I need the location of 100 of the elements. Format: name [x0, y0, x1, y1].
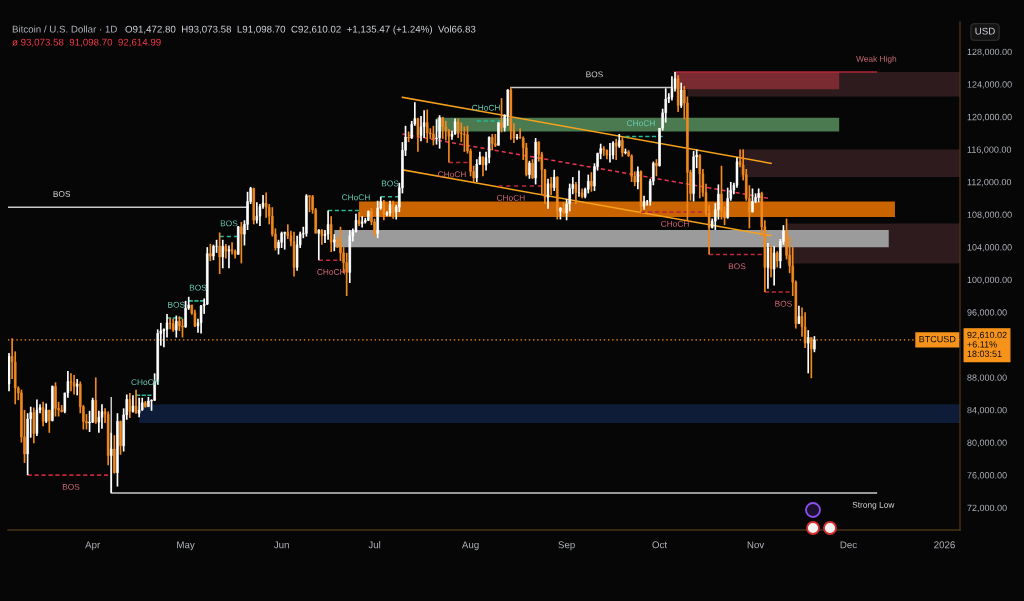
candlestick: [376, 199, 379, 240]
candlestick: [360, 215, 364, 229]
candlestick: [810, 336, 813, 380]
annotation: ø 93,073.58 91,098.70 92,614.99: [12, 38, 161, 47]
annotation: Strong Low: [852, 501, 895, 510]
candlestick: [425, 108, 429, 144]
candlestick: [218, 231, 221, 275]
candlestick: [624, 147, 627, 156]
candlestick: [283, 230, 286, 251]
candlestick: [60, 404, 63, 414]
candlestick: [168, 317, 172, 331]
candlestick: [500, 97, 503, 134]
y-tick-label: 120,000.00: [967, 113, 1012, 122]
candlestick: [116, 412, 119, 488]
candlestick: [438, 114, 441, 150]
candlestick: [119, 419, 122, 456]
candlestick: [621, 136, 624, 158]
candlestick: [590, 171, 593, 193]
candlestick: [305, 193, 308, 238]
candlestick: [679, 81, 683, 109]
candlestick: [308, 194, 311, 213]
candlestick: [237, 225, 240, 256]
candlestick: [698, 153, 702, 200]
candlestick: [772, 245, 776, 287]
candlestick: [497, 121, 500, 147]
candlestick: [329, 215, 333, 253]
candlestick: [562, 201, 565, 215]
candlestick: [494, 133, 497, 148]
candlestick: [435, 118, 438, 146]
candlestick: [110, 431, 113, 494]
candlestick: [44, 402, 48, 424]
annotation: BOS: [775, 300, 792, 307]
annotation: BOS: [728, 263, 746, 270]
candlestick: [655, 158, 658, 178]
y-tick-label: 72,000.00: [967, 504, 1007, 513]
candlestick: [51, 384, 54, 423]
candlestick: [113, 434, 116, 475]
candlestick: [54, 381, 57, 418]
x-tick-label: Jun: [273, 541, 289, 549]
x-tick-label: Sep: [558, 541, 575, 551]
annotation: CHoCH: [661, 220, 689, 227]
x-tick-label: Aug: [461, 541, 479, 551]
y-tick-label: 116,000.00: [967, 146, 1012, 154]
x-tick-label: Oct: [652, 541, 668, 549]
text: 18:03:51: [967, 350, 1002, 357]
x-tick-label: Dec: [840, 541, 857, 549]
candlestick: [69, 372, 73, 393]
annotation: BOS: [53, 191, 71, 197]
y-tick-label: 76,000.00: [967, 472, 1007, 480]
annotation: BOS: [220, 220, 238, 227]
candlestick: [587, 173, 590, 195]
candlestick: [407, 130, 410, 143]
x-tick-label: Jul: [368, 541, 381, 549]
y-tick-label: 104,000.00: [967, 244, 1012, 252]
candlestick: [367, 209, 370, 222]
candlestick: [726, 186, 729, 220]
candlestick: [630, 153, 633, 183]
candlestick: [618, 133, 621, 149]
candlestick: [333, 233, 336, 253]
text: +6.11%: [967, 341, 997, 348]
candlestick: [559, 206, 562, 221]
candlestick: [751, 187, 754, 213]
y-tick-label: 108,000.00: [967, 211, 1012, 219]
annotation: CHoCH: [627, 120, 655, 127]
candlestick: [212, 243, 215, 261]
annotation: BOS: [586, 71, 603, 78]
y-tick-label: 124,000.00: [967, 81, 1012, 89]
y-tick-label: 96,000.00: [967, 309, 1007, 317]
candlestick: [574, 181, 578, 205]
candlestick: [32, 406, 36, 445]
candlestick: [295, 234, 299, 272]
candlestick: [776, 250, 779, 269]
candlestick: [692, 150, 695, 203]
candlestick: [100, 403, 104, 430]
annotation: CHoCH: [496, 194, 525, 201]
candlestick: [531, 158, 534, 180]
candlestick: [803, 311, 807, 349]
ref-line-label: BTCUSD: [919, 335, 956, 343]
candlestick: [144, 400, 147, 409]
candlestick: [137, 396, 141, 419]
candlestick: [326, 209, 330, 241]
chart-title: Bitcoin / U.S. Dollar · 1D: [12, 25, 117, 33]
candlestick: [48, 409, 51, 434]
y-tick-label: 80,000.00: [967, 439, 1007, 447]
candlestick: [209, 243, 212, 262]
candlestick: [757, 187, 760, 204]
candlestick: [556, 175, 559, 221]
candlestick: [534, 137, 537, 186]
candlestick: [528, 159, 531, 180]
candlestick: [432, 124, 435, 147]
candlestick: [230, 241, 234, 256]
x-tick-label: Nov: [747, 541, 765, 549]
candlestick: [769, 244, 773, 279]
x-tick-label: Apr: [85, 541, 101, 551]
candlestick: [240, 221, 243, 265]
candlestick: [175, 314, 178, 339]
candlestick: [94, 376, 98, 425]
candlestick: [602, 145, 606, 157]
annotation: CHoCH: [342, 194, 370, 201]
candlestick: [441, 116, 444, 140]
